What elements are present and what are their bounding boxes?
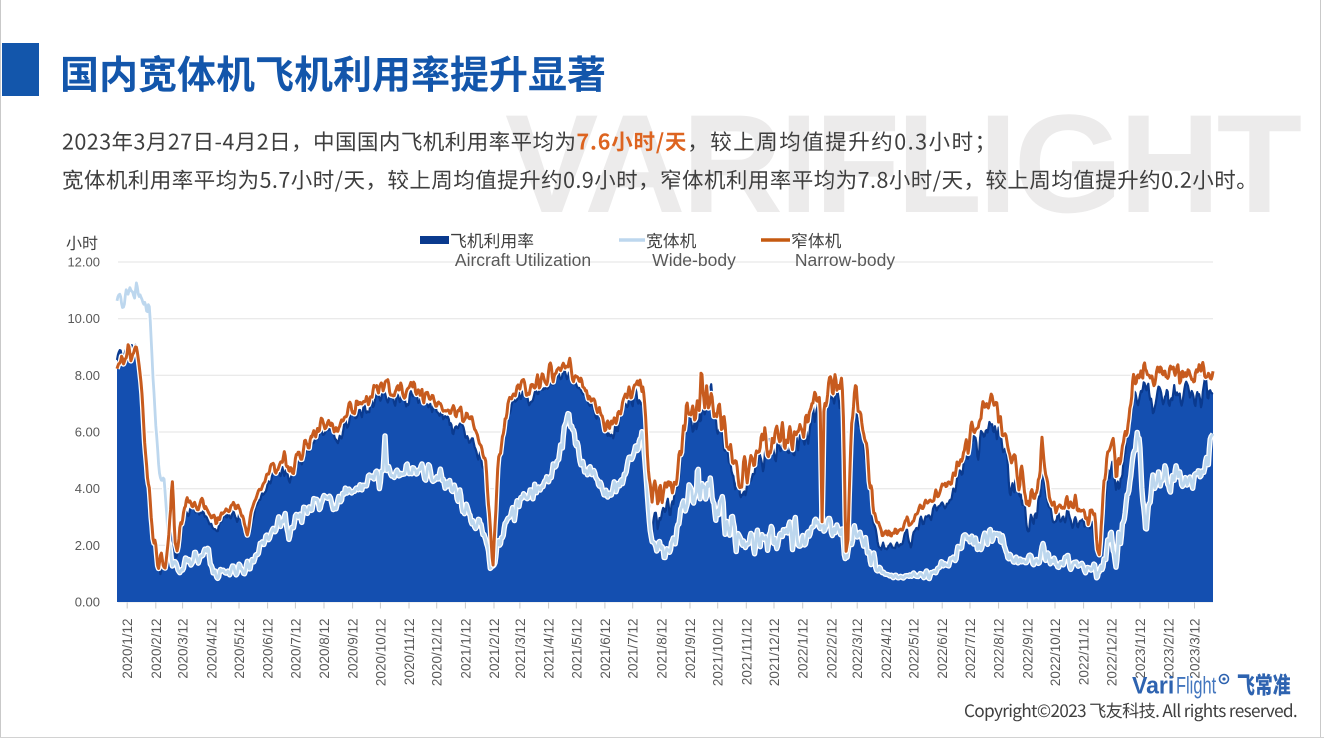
svg-text:Wide-body: Wide-body bbox=[652, 250, 736, 270]
svg-text:0.00: 0.00 bbox=[75, 595, 100, 610]
svg-text:2023/2/12: 2023/2/12 bbox=[1162, 619, 1177, 679]
svg-text:2022/4/12: 2022/4/12 bbox=[879, 619, 894, 679]
svg-text:2022/2/12: 2022/2/12 bbox=[824, 619, 839, 679]
svg-text:2023/1/12: 2023/1/12 bbox=[1133, 619, 1148, 679]
svg-text:2021/8/12: 2021/8/12 bbox=[654, 619, 669, 679]
svg-text:2020/6/12: 2020/6/12 bbox=[261, 619, 276, 679]
svg-text:2023/3/12: 2023/3/12 bbox=[1188, 619, 1203, 679]
svg-text:2021/9/12: 2021/9/12 bbox=[683, 619, 698, 679]
svg-text:2020/7/12: 2020/7/12 bbox=[288, 619, 303, 679]
svg-text:4.00: 4.00 bbox=[75, 481, 100, 496]
svg-text:2022/10/12: 2022/10/12 bbox=[1048, 619, 1063, 687]
svg-text:2021/4/12: 2021/4/12 bbox=[542, 619, 557, 679]
svg-text:2020/12/12: 2020/12/12 bbox=[430, 619, 445, 687]
svg-text:10.00: 10.00 bbox=[67, 311, 100, 326]
svg-text:2021/10/12: 2021/10/12 bbox=[711, 619, 726, 687]
svg-text:12.00: 12.00 bbox=[67, 255, 100, 270]
svg-text:2.00: 2.00 bbox=[75, 538, 100, 553]
svg-text:2022/12/12: 2022/12/12 bbox=[1104, 619, 1119, 687]
svg-text:2020/3/12: 2020/3/12 bbox=[176, 619, 191, 679]
svg-text:8.00: 8.00 bbox=[75, 368, 100, 383]
svg-text:2020/11/12: 2020/11/12 bbox=[402, 619, 417, 686]
svg-text:2022/1/12: 2022/1/12 bbox=[796, 619, 811, 679]
svg-text:Aircraft Utilization: Aircraft Utilization bbox=[455, 250, 591, 270]
svg-text:Narrow-body: Narrow-body bbox=[795, 250, 895, 270]
svg-text:2021/3/12: 2021/3/12 bbox=[513, 619, 528, 679]
svg-text:2021/7/12: 2021/7/12 bbox=[626, 619, 641, 679]
svg-text:2021/2/12: 2021/2/12 bbox=[487, 619, 502, 679]
svg-text:2021/5/12: 2021/5/12 bbox=[569, 619, 584, 679]
svg-text:2022/8/12: 2022/8/12 bbox=[992, 619, 1007, 679]
svg-text:2020/5/12: 2020/5/12 bbox=[232, 619, 247, 679]
svg-text:2022/11/12: 2022/11/12 bbox=[1077, 619, 1092, 686]
svg-text:2020/1/12: 2020/1/12 bbox=[120, 619, 135, 679]
svg-text:2022/9/12: 2022/9/12 bbox=[1020, 619, 1035, 679]
svg-text:2020/8/12: 2020/8/12 bbox=[317, 619, 332, 679]
svg-text:2022/3/12: 2022/3/12 bbox=[850, 619, 865, 679]
svg-text:2020/4/12: 2020/4/12 bbox=[204, 619, 219, 679]
svg-text:2022/6/12: 2022/6/12 bbox=[935, 619, 950, 679]
svg-text:2021/6/12: 2021/6/12 bbox=[598, 619, 613, 679]
svg-text:2021/12/12: 2021/12/12 bbox=[767, 619, 782, 687]
svg-text:2020/2/12: 2020/2/12 bbox=[149, 619, 164, 679]
svg-text:2021/1/12: 2021/1/12 bbox=[458, 619, 473, 679]
svg-text:2021/11/12: 2021/11/12 bbox=[739, 619, 754, 686]
svg-text:2022/5/12: 2022/5/12 bbox=[907, 619, 922, 679]
svg-text:6.00: 6.00 bbox=[75, 425, 100, 440]
svg-text:2022/7/12: 2022/7/12 bbox=[963, 619, 978, 679]
svg-text:Vari: Vari bbox=[1132, 672, 1174, 700]
svg-text:2020/9/12: 2020/9/12 bbox=[346, 619, 361, 679]
svg-text:2020/10/12: 2020/10/12 bbox=[373, 619, 388, 687]
svg-text:Flight: Flight bbox=[1176, 672, 1216, 699]
